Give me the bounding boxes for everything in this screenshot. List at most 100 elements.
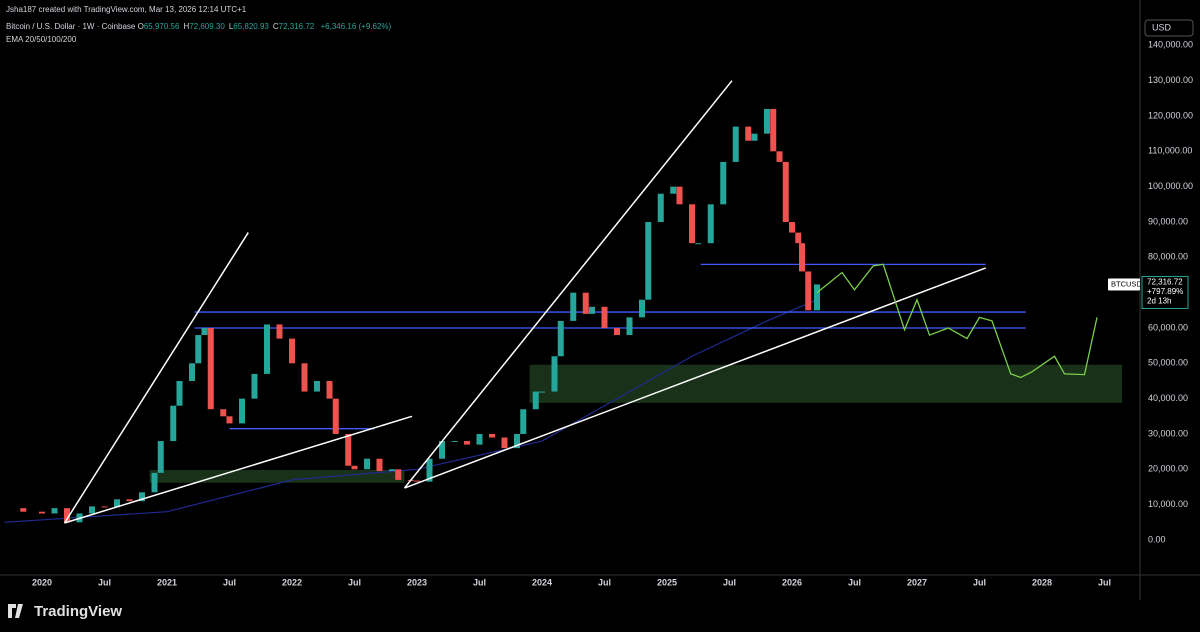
ohlc-value: 72,609.30 <box>189 22 225 31</box>
y-tick-label: 130,000.00 <box>1148 75 1193 85</box>
candle <box>126 499 133 502</box>
ohlc-label: L <box>228 22 234 31</box>
x-tick-label: 2025 <box>657 577 677 587</box>
x-tick-label: Jul <box>973 577 986 587</box>
y-tick-label: 40,000.00 <box>1148 393 1188 403</box>
candle <box>101 506 108 508</box>
y-tick-label: 80,000.00 <box>1148 252 1188 262</box>
y-tick-label: 90,000.00 <box>1148 216 1188 226</box>
y-tick-label: 20,000.00 <box>1148 464 1188 474</box>
price-box <box>1141 275 1189 309</box>
candle <box>220 409 227 417</box>
candle <box>439 441 445 459</box>
projection-line <box>816 263 1098 379</box>
candle <box>139 492 145 502</box>
candle <box>251 373 258 399</box>
candle <box>351 465 358 470</box>
candle <box>557 320 564 357</box>
candle <box>51 508 58 514</box>
candle <box>332 398 339 434</box>
candle <box>239 398 245 424</box>
candle <box>614 327 620 336</box>
candle <box>501 437 508 449</box>
trend-line <box>404 267 987 489</box>
x-tick-label: 2027 <box>907 577 927 587</box>
currency: USD <box>1152 22 1172 32</box>
candle <box>707 204 714 244</box>
candle <box>676 186 683 205</box>
candle <box>720 161 727 205</box>
candle <box>670 186 677 194</box>
change: +6,346.16 (+9.62%) <box>320 22 392 31</box>
candle <box>751 133 758 141</box>
candle <box>20 508 27 512</box>
y-tick-label: 120,000.00 <box>1148 110 1193 120</box>
candle <box>426 458 433 482</box>
candle <box>114 499 120 508</box>
x-tick-label: 2022 <box>282 577 302 587</box>
candle <box>657 193 664 222</box>
price-tag <box>1108 278 1140 291</box>
candle <box>451 441 458 443</box>
ohlc-value: 72,316.72 <box>278 22 315 31</box>
candle <box>326 380 333 399</box>
trend-line <box>64 415 413 524</box>
candle <box>395 469 402 480</box>
candle <box>689 204 695 244</box>
candle <box>276 324 283 339</box>
symbol-line: Bitcoin / U.S. Dollar · 1W · Coinbase O6… <box>6 22 391 31</box>
candle <box>789 221 795 233</box>
candle <box>626 317 633 336</box>
candle <box>389 469 395 472</box>
candle <box>157 441 164 473</box>
x-tick-label: 2020 <box>32 577 52 587</box>
candle <box>782 161 789 222</box>
candle <box>464 441 470 445</box>
candle <box>314 380 320 392</box>
ohlc-label: O <box>137 22 144 31</box>
x-tick-label: 2021 <box>157 577 177 587</box>
candle <box>745 126 752 141</box>
ohlc-value: 65,970.56 <box>143 22 180 31</box>
ema-line <box>4 299 818 523</box>
logo: TradingView <box>34 603 122 620</box>
candle <box>589 306 595 314</box>
y-tick-label: 140,000.00 <box>1148 40 1193 50</box>
candle <box>170 405 177 442</box>
candle <box>799 243 805 272</box>
zone <box>529 364 1122 403</box>
candle <box>532 391 539 410</box>
candle <box>764 108 770 134</box>
price-countdown: 2d 13h <box>1147 297 1171 306</box>
x-tick-label: 2026 <box>782 577 802 587</box>
y-tick-label: 60,000.00 <box>1148 322 1188 332</box>
indicator: EMA 20/50/100/200 <box>6 35 77 44</box>
candle <box>89 506 95 514</box>
candle <box>732 126 739 162</box>
candle <box>639 299 645 318</box>
logo-icon <box>8 604 23 618</box>
x-tick-label: Jul <box>848 577 861 587</box>
symbol: Bitcoin / U.S. Dollar · 1W · Coinbase <box>6 22 136 31</box>
candle <box>770 108 777 152</box>
candle <box>201 327 208 336</box>
candle <box>289 338 295 364</box>
candle <box>601 306 608 328</box>
candle <box>195 335 202 364</box>
x-tick-label: 2024 <box>532 577 552 587</box>
y-tick-label: 30,000.00 <box>1148 428 1188 438</box>
x-tick-label: 2023 <box>407 577 427 587</box>
y-tick-label: 0.00 <box>1148 534 1166 544</box>
ohlc-label: C <box>272 22 279 31</box>
candle <box>814 284 820 311</box>
candle <box>489 433 495 438</box>
candle <box>695 243 702 245</box>
candle <box>414 480 420 482</box>
price-price: 72,316.72 <box>1147 278 1183 287</box>
trend-line <box>403 80 733 489</box>
price-ticker: BTCUSD <box>1111 279 1142 288</box>
y-tick-label: 50,000.00 <box>1148 358 1188 368</box>
candle <box>551 356 558 392</box>
